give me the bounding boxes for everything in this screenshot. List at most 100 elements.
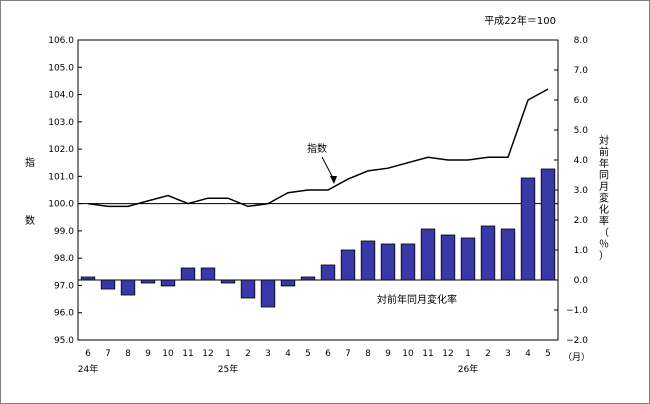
- left-axis-ticks: 95.0 96.0 97.0 98.0 99.0 100.0 101.0 102.0 103.0…: [48, 36, 82, 346]
- x-tick-label: 12: [202, 349, 213, 359]
- right-axis-char: 対: [599, 134, 609, 147]
- right-tick-label: 4.0: [574, 156, 589, 166]
- left-tick-label: 103.0: [48, 118, 74, 128]
- bar: [420, 228, 436, 281]
- bar: [480, 225, 496, 281]
- right-tick-label: 8.0: [574, 36, 589, 46]
- x-tick-label: 6: [85, 349, 91, 359]
- x-tick-label: 11: [182, 349, 193, 359]
- base-year-note: 平成22年＝100: [484, 14, 556, 27]
- left-tick-label: 104.0: [48, 91, 74, 101]
- right-axis-char: ）: [599, 250, 609, 262]
- bar: [220, 279, 236, 284]
- x-tick-label: 1: [465, 349, 471, 359]
- right-tick-label: 5.0: [574, 126, 589, 136]
- month-unit-label: （月）: [563, 352, 590, 363]
- right-axis-char: （: [599, 227, 609, 239]
- x-tick-label: 3: [265, 349, 271, 359]
- right-tick-label: 7.0: [574, 66, 589, 76]
- x-tick-label: 9: [145, 349, 151, 359]
- right-axis-char: 率: [599, 215, 609, 228]
- right-tick-label: −2.0: [566, 336, 588, 346]
- left-tick-label: 98.0: [54, 254, 74, 264]
- bar: [260, 279, 276, 308]
- left-tick-label: 95.0: [54, 336, 74, 346]
- right-axis-char: ％: [599, 240, 609, 251]
- x-tick-label: 2: [245, 349, 251, 359]
- bar: [120, 279, 136, 296]
- left-tick-label: 106.0: [48, 36, 74, 46]
- bar: [200, 267, 216, 281]
- bar: [100, 279, 116, 290]
- x-tick-label: 11: [422, 349, 433, 359]
- left-tick-label: 105.0: [48, 63, 74, 73]
- left-axis-title: 指数: [25, 156, 35, 227]
- bar-series: [78, 168, 558, 308]
- x-tick-label: 10: [162, 349, 174, 359]
- x-tick-label: 1: [225, 349, 231, 359]
- bar: [300, 276, 316, 281]
- right-axis-ticks: −2.0 −1.0 0.0 1.0 2.0 3.0 4.0 5.0 6.0 7.0 8.0: [554, 36, 588, 346]
- x-tick-label: 5: [305, 349, 311, 359]
- x-tick-label: 4: [525, 349, 531, 359]
- bar: [440, 234, 456, 281]
- left-tick-label: 100.0: [48, 200, 74, 210]
- right-tick-label: 6.0: [574, 96, 589, 106]
- right-tick-label: 2.0: [574, 216, 589, 226]
- bar: [240, 279, 256, 299]
- bar: [400, 243, 416, 281]
- right-axis-char: 月: [599, 181, 609, 193]
- right-axis-char: 変: [599, 192, 609, 205]
- x-tick-label: 3: [505, 349, 511, 359]
- right-axis-title: 対前年同月変化率（％）: [599, 134, 609, 262]
- x-tick-label: 9: [385, 349, 391, 359]
- line-annotation: 指数: [307, 142, 327, 155]
- x-tick-label: 5: [545, 349, 551, 359]
- bar: [320, 264, 336, 281]
- right-axis-char: 同: [599, 170, 609, 182]
- left-tick-label: 96.0: [54, 309, 74, 319]
- left-tick-label: 99.0: [54, 227, 74, 237]
- x-tick-label: 12: [442, 349, 453, 359]
- x-tick-label: 6: [325, 349, 331, 359]
- left-axis-char: 指: [25, 156, 35, 169]
- bar: [80, 276, 96, 281]
- x-tick-label: 7: [345, 349, 351, 359]
- year-label: 26年: [458, 363, 478, 375]
- bar: [340, 249, 356, 281]
- right-tick-label: −1.0: [566, 306, 588, 316]
- index-line: [87, 88, 549, 208]
- bar: [360, 240, 376, 281]
- x-tick-label: 8: [365, 349, 371, 359]
- x-tick-label: 10: [402, 349, 414, 359]
- year-label: 25年: [218, 363, 238, 375]
- x-tick-label: 8: [125, 349, 131, 359]
- x-tick-label: 7: [105, 349, 111, 359]
- bar: [460, 237, 476, 281]
- bar: [500, 228, 516, 281]
- right-axis-char: 前: [599, 146, 609, 159]
- bar-annotation: 対前年同月変化率: [377, 293, 457, 306]
- right-axis-char: 年: [599, 157, 609, 170]
- bar: [180, 267, 196, 281]
- bar: [380, 243, 396, 281]
- x-tick-label: 4: [285, 349, 291, 359]
- left-axis-char: 数: [25, 214, 35, 227]
- left-tick-label: 102.0: [48, 145, 74, 155]
- right-tick-label: 3.0: [574, 186, 589, 196]
- right-tick-label: 0.0: [574, 276, 589, 286]
- left-tick-label: 97.0: [54, 281, 74, 291]
- left-tick-label: 101.0: [48, 172, 74, 182]
- bar: [140, 279, 156, 284]
- annotation-arrowhead: [330, 176, 337, 184]
- bar: [540, 168, 556, 281]
- year-label: 24年: [78, 363, 98, 375]
- bar: [520, 177, 536, 281]
- right-axis-char: 化: [599, 203, 609, 216]
- bar: [160, 279, 176, 287]
- x-tick-label: 2: [485, 349, 491, 359]
- bar: [280, 279, 296, 287]
- right-tick-label: 1.0: [574, 246, 589, 256]
